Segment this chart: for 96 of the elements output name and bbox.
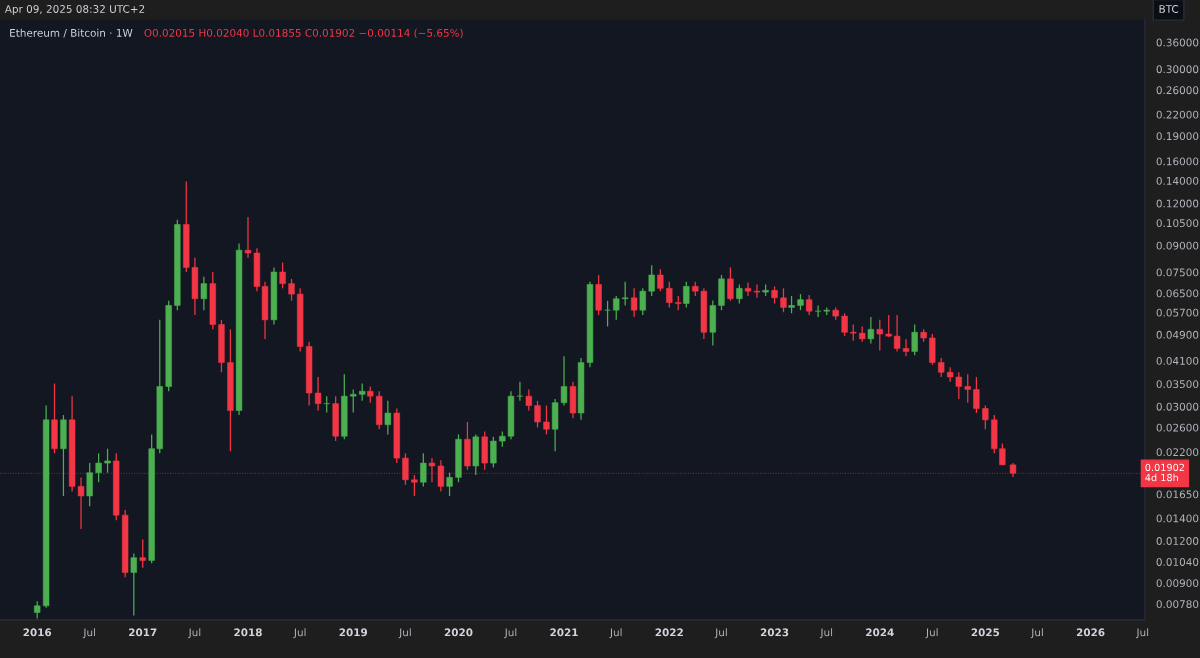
candlestick bbox=[200, 276, 208, 311]
x-tick-label: Jul bbox=[293, 628, 306, 639]
text: Apr 09, 2025 08:32 UTC+2 bbox=[4, 5, 145, 15]
candlestick bbox=[973, 376, 980, 414]
y-tick-label: 0.02200 bbox=[1156, 448, 1199, 457]
ref-line-label: 0.01902 4d 18h bbox=[1145, 463, 1185, 482]
x-tick-label: 2020 bbox=[444, 628, 473, 637]
candlestick bbox=[657, 268, 664, 292]
x-tick-label: Jul bbox=[504, 628, 517, 639]
y-tick-label: 0.12000 bbox=[1156, 199, 1199, 208]
candlestick bbox=[780, 287, 787, 313]
y-tick-label: 0.16000 bbox=[1156, 157, 1199, 166]
candlestick bbox=[683, 281, 690, 309]
x-tick-label: 2023 bbox=[760, 628, 789, 637]
candlestick bbox=[982, 404, 989, 430]
y-tick-label: 0.22000 bbox=[1156, 110, 1199, 119]
candlestick bbox=[911, 323, 918, 356]
x-tick-label: Jul bbox=[82, 628, 95, 639]
x-tick-label: 2016 bbox=[23, 628, 52, 637]
y-tick-label: 0.06500 bbox=[1156, 289, 1199, 298]
candlestick bbox=[534, 400, 541, 429]
y-tick-label: 0.04900 bbox=[1156, 330, 1199, 339]
candlestick bbox=[288, 278, 295, 302]
y-tick-label: 0.01400 bbox=[1156, 514, 1199, 523]
x-tick-label: Jul bbox=[188, 628, 201, 639]
y-tick-label: 0.03000 bbox=[1156, 402, 1199, 411]
y-tick-label: 0.03500 bbox=[1156, 380, 1199, 389]
y-tick-label: 0.10500 bbox=[1156, 219, 1199, 228]
x-tick-label: 2018 bbox=[234, 628, 262, 637]
x-tick-label: 2026 bbox=[1076, 628, 1105, 637]
candlestick bbox=[841, 312, 848, 337]
y-tick-label: 0.14000 bbox=[1156, 176, 1199, 185]
candlestick bbox=[964, 373, 971, 404]
candlestick bbox=[666, 281, 673, 309]
y-tick-label: 0.36000 bbox=[1156, 38, 1199, 47]
x-tick-label: Jul bbox=[714, 628, 727, 639]
candlestick bbox=[893, 314, 901, 353]
x-tick-label: 2022 bbox=[655, 628, 683, 637]
candlestick bbox=[490, 436, 497, 469]
x-tick-label: Jul bbox=[1030, 628, 1043, 639]
y-tick-label: 0.30000 bbox=[1156, 65, 1199, 74]
x-tick-label: Jul bbox=[609, 628, 622, 639]
candlestick bbox=[350, 388, 357, 414]
candlestick bbox=[648, 264, 655, 297]
y-tick-label: 0.05700 bbox=[1156, 308, 1199, 317]
y-tick-label: 0.00780 bbox=[1156, 600, 1199, 609]
y-tick-label: 0.04100 bbox=[1156, 356, 1199, 365]
candlestick bbox=[613, 295, 620, 321]
text: O0.02015 H0.02040 L0.01855 C0.01902 −0.00114 (−5.65%) bbox=[144, 28, 463, 39]
y-tick-label: 0.01040 bbox=[1156, 558, 1199, 566]
candlestick bbox=[814, 304, 822, 318]
candlestick bbox=[446, 472, 453, 497]
candlestick bbox=[560, 355, 568, 407]
candlestick bbox=[630, 287, 638, 318]
y-tick-label: 0.19000 bbox=[1156, 132, 1199, 141]
candlestick bbox=[876, 319, 883, 352]
y-axis-title: BTC bbox=[1159, 5, 1179, 13]
y-tick-label: 0.00900 bbox=[1156, 579, 1199, 588]
candlestick bbox=[402, 452, 409, 486]
y-tick-label: 0.02600 bbox=[1156, 423, 1199, 432]
candlestick bbox=[279, 261, 286, 289]
candlestick bbox=[130, 552, 137, 617]
candlestick bbox=[516, 381, 524, 402]
x-tick-label: 2024 bbox=[866, 628, 894, 637]
x-tick-label: 2017 bbox=[129, 628, 157, 637]
candlestick bbox=[727, 266, 734, 302]
candlestick bbox=[543, 404, 550, 436]
candlestick bbox=[420, 452, 427, 488]
x-tick-label: Jul bbox=[398, 628, 411, 639]
x-tick-label: Jul bbox=[925, 628, 938, 639]
candlestick bbox=[867, 316, 875, 345]
candlestick bbox=[938, 357, 945, 378]
candlestick bbox=[314, 376, 322, 412]
x-tick-label: 2019 bbox=[339, 628, 368, 637]
candlestick bbox=[622, 281, 629, 307]
candlestick bbox=[139, 538, 146, 569]
candlestick bbox=[525, 388, 533, 412]
candlestick bbox=[384, 400, 392, 436]
y-tick-label: 0.01650 bbox=[1156, 490, 1199, 499]
y-tick-label: 0.07500 bbox=[1156, 268, 1199, 277]
candlestick bbox=[902, 338, 910, 357]
candlestick bbox=[411, 474, 418, 497]
candlestick bbox=[736, 283, 743, 305]
x-tick-label: 2025 bbox=[971, 628, 1000, 637]
candlestick bbox=[639, 287, 646, 316]
candlestick bbox=[104, 448, 111, 474]
y-tick-label: 0.26000 bbox=[1156, 86, 1199, 95]
candlestick bbox=[86, 462, 93, 507]
candlestick bbox=[805, 294, 813, 316]
x-tick-label: Jul bbox=[1135, 628, 1149, 639]
y-tick-label: 0.01200 bbox=[1156, 537, 1199, 545]
candlestick bbox=[95, 452, 102, 483]
text: Ethereum / Bitcoin · 1W bbox=[10, 28, 133, 38]
x-tick-label: Jul bbox=[819, 628, 833, 639]
x-tick-label: 2021 bbox=[550, 628, 578, 637]
y-tick-label: 0.09000 bbox=[1156, 241, 1199, 250]
